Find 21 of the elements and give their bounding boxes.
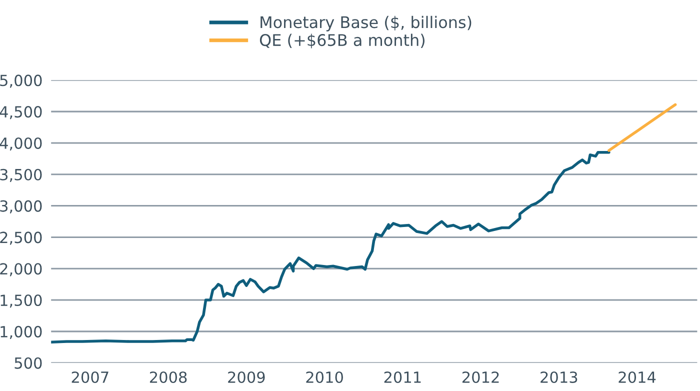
y-tick-label: 4,000 xyxy=(0,137,42,151)
y-tick-label: 500 xyxy=(14,357,42,369)
y-tick-label: 5,000 xyxy=(0,74,42,88)
y-tick-label: 2,000 xyxy=(0,263,42,276)
y-tick-label: 2,500 xyxy=(0,232,42,245)
legend-label: QE (+$65B a month) xyxy=(260,34,424,48)
x-tick-label: 2012 xyxy=(462,371,499,384)
legend-label: Monetary Base ($, billions) xyxy=(260,16,472,32)
x-tick-label: 2009 xyxy=(228,371,265,384)
y-tick-label: 3,000 xyxy=(0,200,42,214)
x-tick-label: 2007 xyxy=(72,371,108,384)
x-tick-label: 2013 xyxy=(540,371,578,384)
x-tick-label: 2011 xyxy=(384,371,421,384)
y-tick-label: 1,000 xyxy=(0,326,42,340)
line-series xyxy=(51,151,610,344)
y-tick-label: 3,500 xyxy=(0,168,42,182)
x-tick-label: 2014 xyxy=(618,371,656,384)
x-tick-label: 2010 xyxy=(306,371,343,384)
x-tick-label: 2008 xyxy=(150,371,187,384)
y-tick-label: 4,500 xyxy=(0,106,42,120)
y-tick-label: 1,500 xyxy=(0,294,42,308)
